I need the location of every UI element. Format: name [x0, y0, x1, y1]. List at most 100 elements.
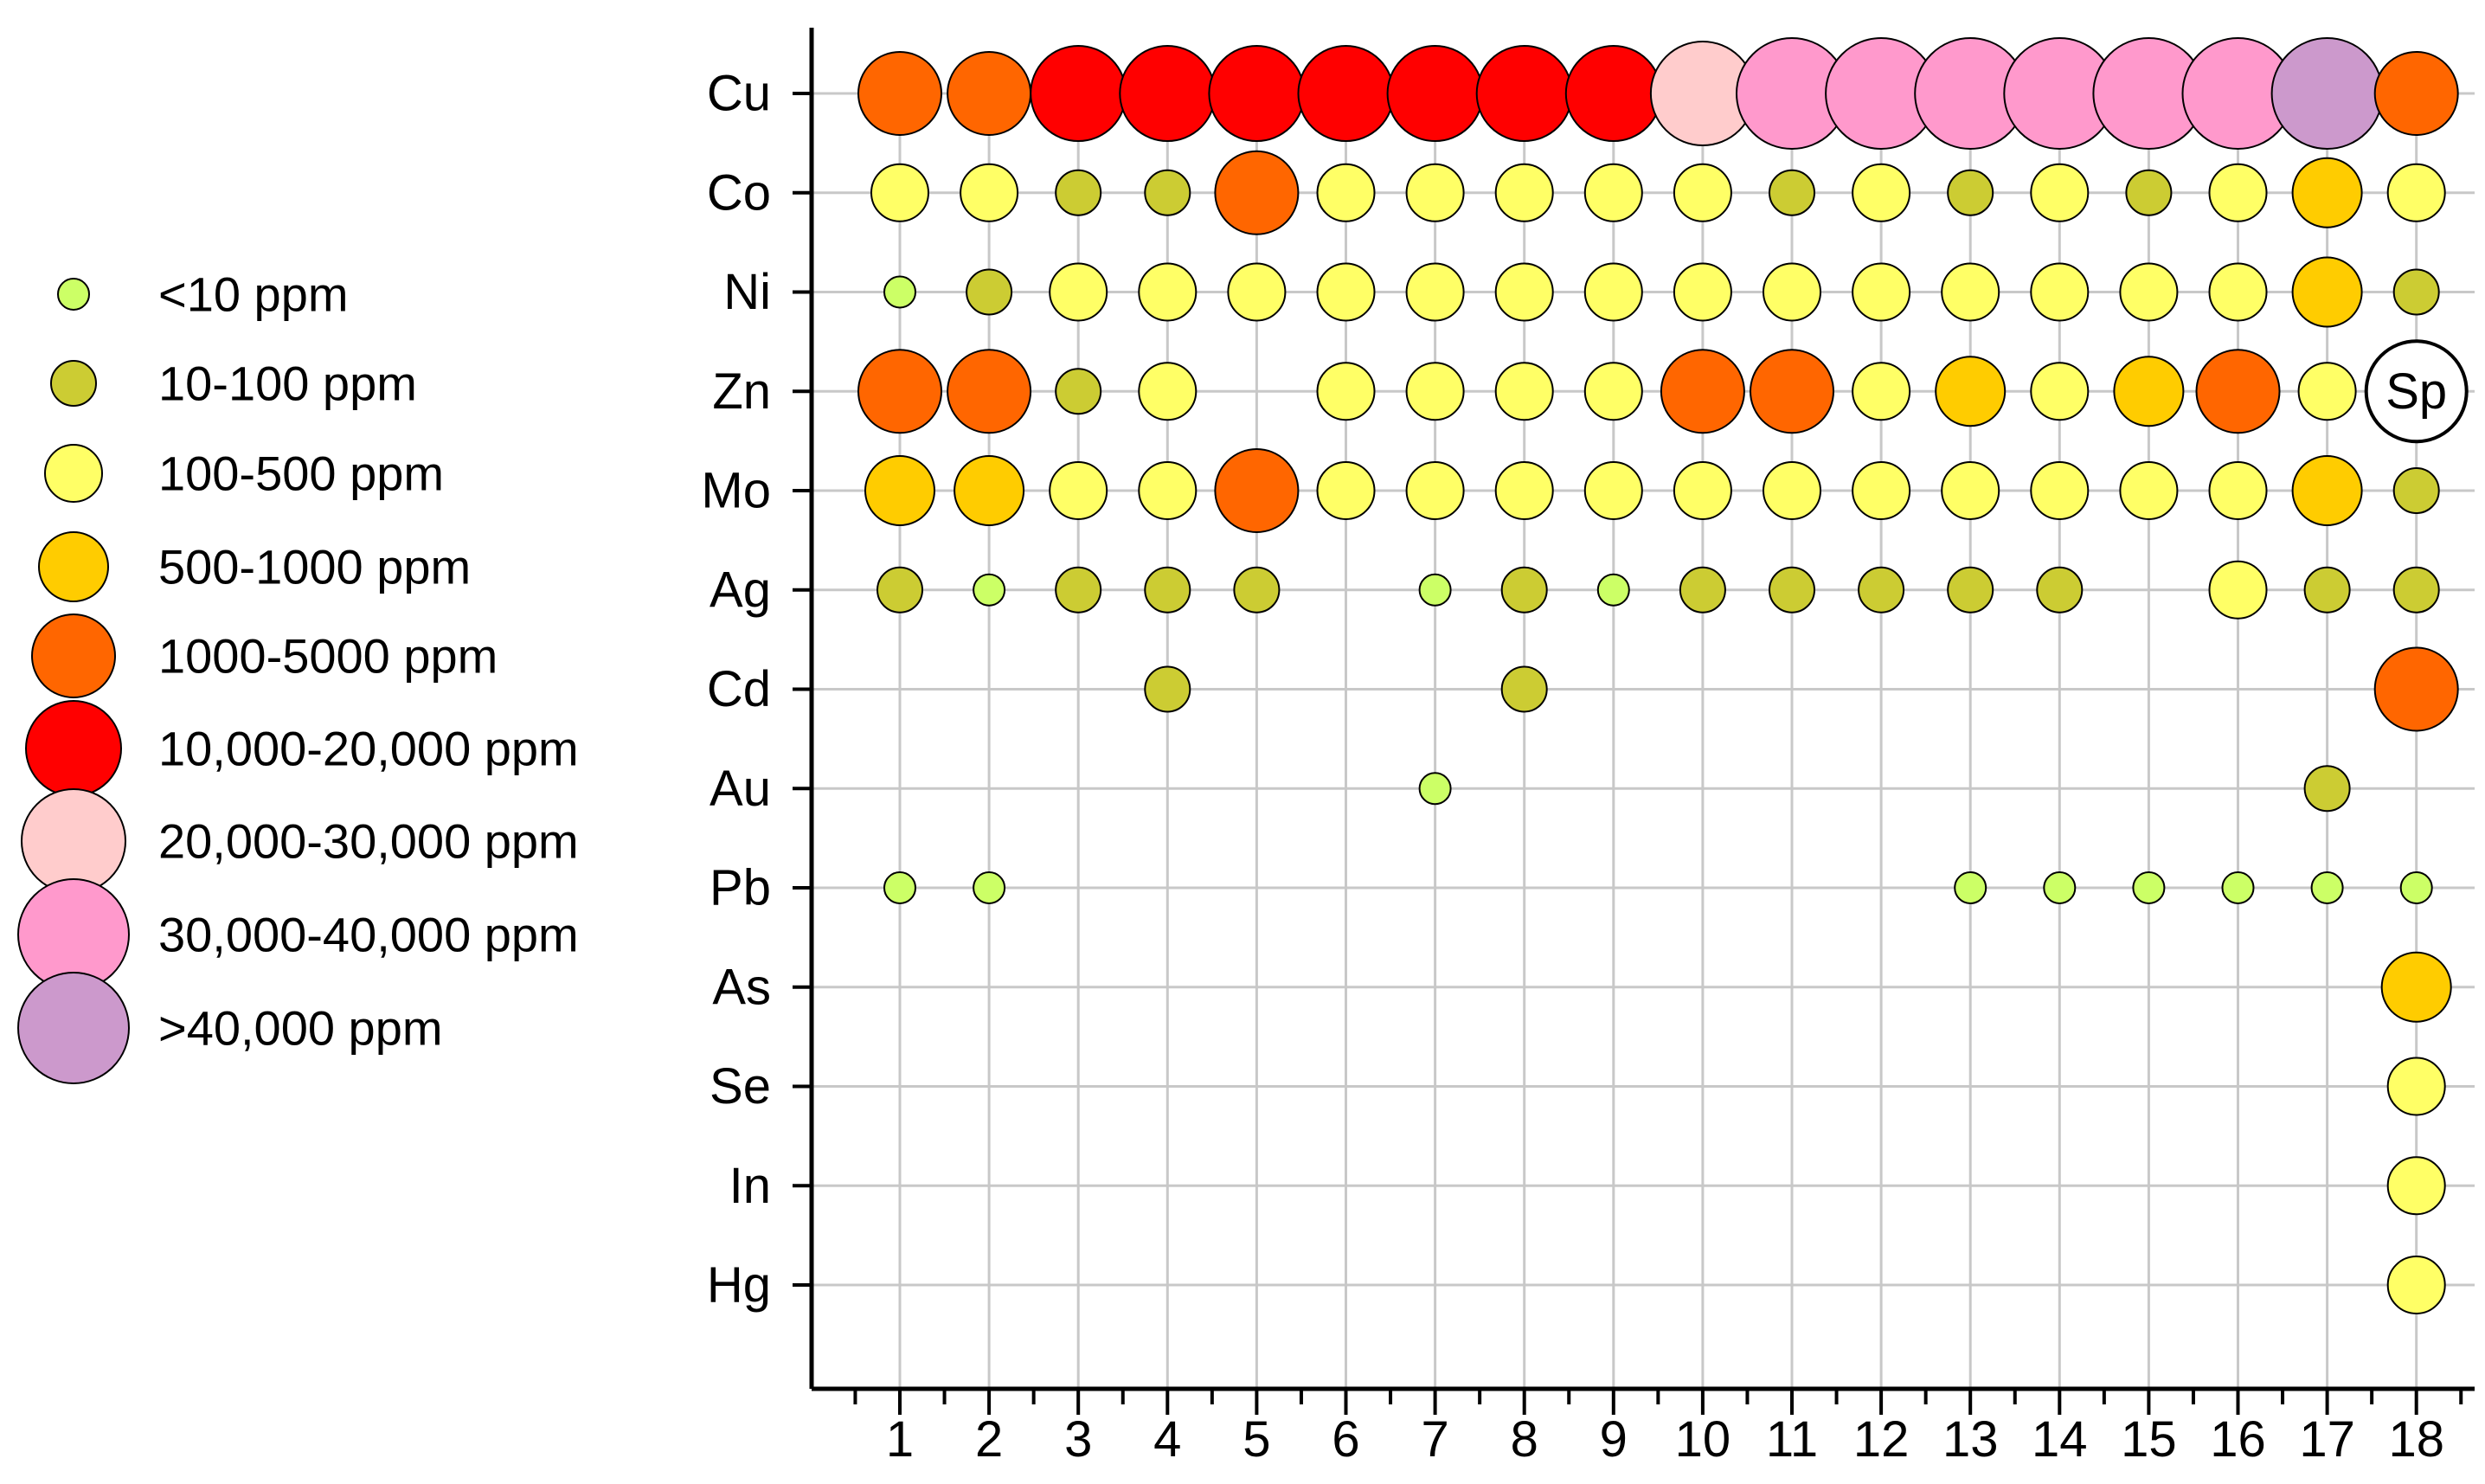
bubble-zn-4	[1138, 362, 1198, 421]
bubble-ag-17	[2303, 566, 2351, 614]
bubble-ag-1	[876, 566, 923, 614]
bubble-ag-9	[1596, 573, 1630, 607]
y-tick-label-se: Se	[710, 1058, 771, 1115]
x-tick-label-10: 10	[1675, 1411, 1731, 1468]
bubble-co-2	[960, 163, 1019, 222]
bubble-ni-15	[2119, 262, 2179, 322]
x-tick-label-3: 3	[1064, 1411, 1092, 1468]
y-tick-label-ni: Ni	[723, 264, 771, 320]
legend-swatch-1000-5000-ppm	[31, 614, 116, 698]
legend-label-20-000-30-000-ppm: 20,000-30,000 ppm	[158, 814, 579, 869]
bubble-cd-4	[1144, 665, 1191, 713]
bubble-mo-16	[2208, 461, 2268, 520]
x-tick-label-1: 1	[886, 1411, 914, 1468]
bubble-mo-9	[1583, 461, 1643, 520]
bubble-pb-13	[1954, 871, 1987, 904]
bubble-mo-14	[2030, 461, 2090, 520]
bubble-mo-1	[864, 455, 935, 526]
bubble-co-7	[1405, 163, 1465, 222]
bubble-ag-11	[1769, 566, 1815, 614]
x-tick-label-13: 13	[1942, 1411, 1999, 1468]
legend-swatch-10-100-ppm	[50, 360, 97, 407]
bubble-co-10	[1673, 163, 1732, 222]
bubble-se-18	[2386, 1057, 2446, 1116]
y-tick-label-zn: Zn	[712, 363, 771, 420]
bubble-ni-12	[1852, 262, 1911, 322]
legend-label-10-ppm: <10 ppm	[158, 267, 349, 322]
bubble-co-14	[2030, 163, 2090, 222]
bubble-ni-18	[2392, 268, 2440, 316]
bubble-pb-17	[2310, 871, 2344, 904]
bubble-mo-2	[954, 455, 1025, 526]
bubble-zn-7	[1405, 362, 1465, 421]
x-tick-label-6: 6	[1332, 1411, 1359, 1468]
bubble-ni-8	[1494, 262, 1554, 322]
bubble-ag-12	[1858, 566, 1905, 614]
bubble-in-18	[2386, 1156, 2446, 1216]
bubble-co-1	[870, 163, 929, 222]
bubble-pb-16	[2221, 871, 2255, 904]
y-tick-label-co: Co	[707, 164, 771, 221]
bubble-ni-4	[1138, 262, 1198, 322]
bubble-ag-2	[973, 573, 1006, 607]
bubbles: Sp	[857, 37, 2469, 1314]
bubble-ni-9	[1583, 262, 1643, 322]
bubble-mo-13	[1941, 461, 2000, 520]
bubble-mo-5	[1214, 448, 1300, 533]
bubble-zn-14	[2030, 362, 2090, 421]
y-tick-label-as: As	[712, 959, 771, 1015]
bubble-cu-9	[1564, 45, 1662, 142]
bubble-mo-3	[1049, 461, 1108, 520]
legend-swatch-20-000-30-000-ppm	[21, 788, 126, 894]
bubble-mo-12	[1852, 461, 1911, 520]
bubble-ni-2	[966, 268, 1013, 316]
y-tick-label-cd: Cd	[707, 661, 771, 717]
bubble-pb-14	[2043, 871, 2077, 904]
bubble-zn-18-special	[2364, 339, 2469, 444]
bubble-ni-10	[1673, 262, 1732, 322]
bubble-co-3	[1055, 169, 1102, 216]
bubble-au-17	[2303, 765, 2351, 813]
bubble-pb-2	[973, 871, 1006, 904]
bubble-pb-18	[2399, 871, 2433, 904]
y-tick-label-in: In	[729, 1158, 771, 1214]
bubble-ag-13	[1947, 566, 1994, 614]
bubble-co-15	[2125, 169, 2173, 216]
bubble-cu-18	[2373, 51, 2459, 136]
bubble-ni-1	[883, 275, 916, 309]
bubble-cu-1	[857, 51, 942, 136]
x-tick-label-8: 8	[1511, 1411, 1538, 1468]
bubble-mo-11	[1763, 461, 1821, 520]
bubble-mo-7	[1405, 461, 1465, 520]
bubble-zn-1	[857, 349, 942, 434]
bubble-zn-17	[2297, 362, 2357, 421]
y-tick-label-mo: Mo	[701, 463, 771, 519]
bubble-ni-17	[2291, 256, 2363, 328]
legend-swatch-10-000-20-000-ppm	[25, 700, 122, 797]
legend-label-30-000-40-000-ppm: 30,000-40,000 ppm	[158, 908, 579, 962]
legend-swatch-10-ppm	[57, 278, 90, 311]
x-tick-label-5: 5	[1242, 1411, 1270, 1468]
bubble-co-18	[2386, 163, 2446, 222]
y-tick-label-pb: Pb	[710, 860, 771, 916]
legend-label-10-000-20-000-ppm: 10,000-20,000 ppm	[158, 722, 579, 776]
bubble-ag-8	[1500, 566, 1548, 614]
bubble-cu-4	[1119, 45, 1217, 142]
legend-swatch-40-000-ppm	[17, 972, 130, 1084]
bubble-ni-7	[1405, 262, 1465, 322]
bubble-cu-2	[947, 51, 1032, 136]
bubble-pb-1	[883, 871, 916, 904]
x-tick-label-9: 9	[1600, 1411, 1628, 1468]
bubble-cd-18	[2373, 646, 2459, 732]
bubble-zn-11	[1750, 349, 1834, 434]
bubble-zn-2	[947, 349, 1032, 434]
bubble-ag-5	[1233, 566, 1281, 614]
bubble-cu-17	[2270, 37, 2384, 150]
bubble-ni-14	[2030, 262, 2090, 322]
bubble-mo-18	[2392, 467, 2440, 514]
bubble-zn-8	[1494, 362, 1554, 421]
bubble-as-18	[2380, 951, 2452, 1023]
bubble-mo-8	[1494, 461, 1554, 520]
bubble-mo-6	[1316, 461, 1376, 520]
